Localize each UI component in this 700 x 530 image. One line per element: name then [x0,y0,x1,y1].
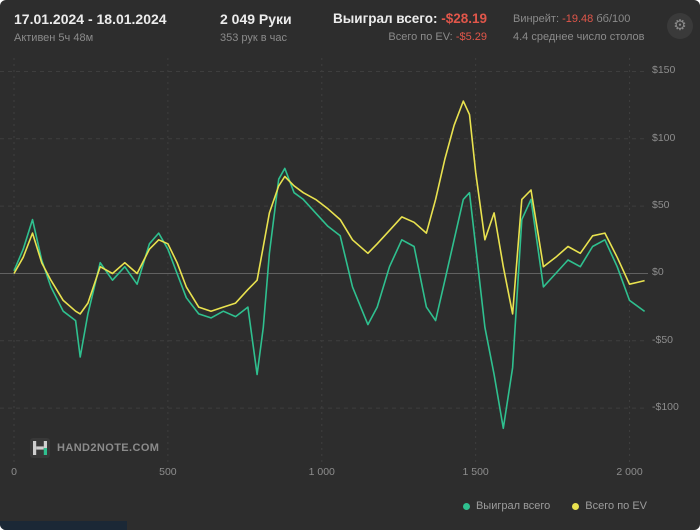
winrate-label: Винрейт: [513,13,560,25]
date-range-stat: 17.01.2024 - 18.01.2024 Активен 5ч 48м [14,11,167,44]
series-line-ev-total [13,100,645,315]
settings-button[interactable]: ⚙ [667,13,693,39]
x-axis-label: 0 [11,466,17,478]
legend-label: Выиграл всего [475,500,551,512]
hands-count: 2 049 Руки [220,11,292,27]
x-axis-label: 1 500 [462,466,489,478]
legend-dot [462,502,470,510]
x-axis-label: 1 000 [308,466,335,478]
hand2note-logo: HAND2NOTE.COM [30,438,159,458]
hands-stat: 2 049 Руки 353 рук в час [220,11,292,44]
series-line-won-total [13,167,646,430]
hand2note-logo-icon [30,438,50,458]
hand2note-logo-text: HAND2NOTE.COM [57,442,160,454]
hands-per-hour: 353 рук в час [220,32,288,44]
x-axis-label: 500 [159,466,177,478]
ev-total-value: -$5.29 [455,31,488,43]
date-range: 17.01.2024 - 18.01.2024 [14,11,167,27]
won-total-label: Выиграл всего: [333,11,438,26]
avg-tables: 4.4 среднее число столов [513,31,645,43]
winrate-stat: Винрейт: -19.48 бб/100 4.4 среднее число… [513,13,665,43]
chart-legend: Выиграл всего Всего по EV [462,500,647,512]
legend-dot [572,502,580,510]
winrate-value: -19.48 [562,13,594,25]
header: 17.01.2024 - 18.01.2024 Активен 5ч 48м 2… [0,0,700,56]
active-time: Активен 5ч 48м [14,32,94,44]
ev-total-label: Всего по EV: [388,31,453,43]
legend-item-won-total[interactable]: Выиграл всего [462,500,551,512]
x-axis-label: 2 000 [616,466,643,478]
gear-icon: ⚙ [673,17,687,34]
winnings-chart [0,58,648,462]
x-axis-labels: 0 500 1 000 1 500 2 000 [0,466,700,480]
legend-item-ev-total[interactable]: Всего по EV [572,500,647,512]
legend-label: Всего по EV [585,500,647,512]
totals-stat: Выиграл всего: -$28.19 Всего по EV: -$5.… [333,11,487,43]
scrollbar-thumb[interactable] [0,521,127,530]
won-total-value: -$28.19 [441,11,488,26]
winrate-unit: бб/100 [596,13,631,25]
